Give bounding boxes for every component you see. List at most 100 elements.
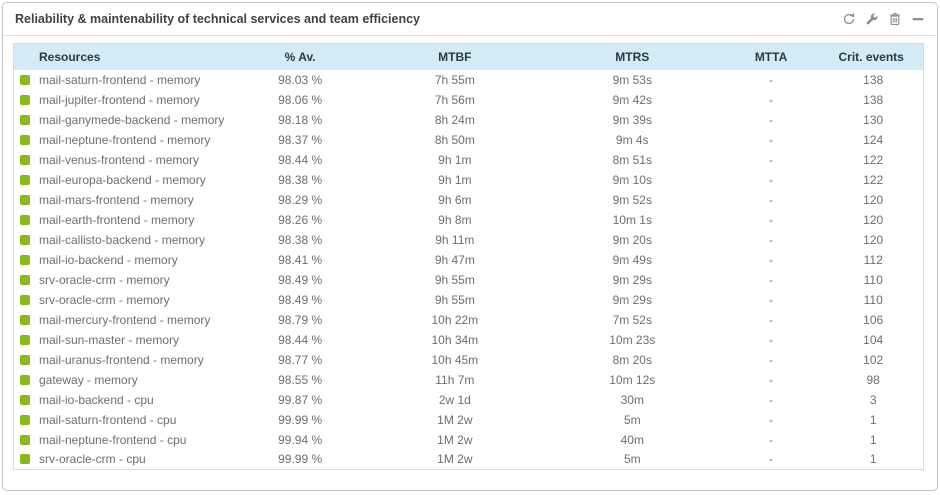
table-row[interactable]: mail-saturn-frontend - memory 98.03 % 7h 5… [14,70,924,90]
column-header-mtta[interactable]: MTTA [718,43,824,70]
crit-events-cell: 138 [863,92,884,107]
mtrs-cell: 9m 20s [612,232,652,247]
column-header-mtbf[interactable]: MTBF [363,43,546,70]
status-ok-icon [20,74,30,85]
crit-events-cell: 1 [869,412,877,427]
availability-cell: 98.44 % [278,152,323,167]
status-ok-icon [20,194,30,205]
mtrs-cell: 9m 52s [612,192,652,207]
refresh-icon[interactable] [842,12,856,26]
mtrs-cell: 9m 29s [612,292,652,307]
crit-events-cell: 110 [863,292,883,307]
resource-name: mail-mercury-frontend - memory [39,312,211,327]
resource-cell: mail-io-backend - cpu [14,390,237,410]
resource-cell: mail-neptune-frontend - cpu [14,430,237,450]
status-ok-icon [20,414,30,425]
resource-name: mail-saturn-frontend - memory [39,72,201,87]
mtta-cell: - [769,192,774,207]
status-ok-icon [20,154,30,165]
availability-cell: 98.44 % [278,332,323,347]
mtrs-cell: 8m 51s [612,152,652,167]
table-row[interactable]: mail-neptune-frontend - cpu 99.94 % 1M 2w 4… [14,430,924,450]
mtbf-cell: 9h 1m [438,172,472,187]
mtrs-cell: 9m 42s [612,92,652,107]
resource-cell: mail-io-backend - memory [14,250,237,270]
resource-cell: mail-sun-master - memory [14,330,237,350]
table-row[interactable]: srv-oracle-crm - memory 98.49 % 9h 55m 9m 2… [14,270,924,290]
collapse-icon[interactable] [911,12,925,26]
resource-name: mail-neptune-frontend - cpu [39,432,187,447]
resource-name: mail-venus-frontend - memory [39,152,200,167]
status-ok-icon [20,274,30,285]
mtta-cell: - [769,252,774,267]
wrench-icon[interactable] [865,12,879,26]
table-row[interactable]: srv-oracle-crm - cpu 99.99 % 1M 2w 5m - 1 [14,450,924,470]
status-ok-icon [20,174,30,185]
table-row[interactable]: mail-sun-master - memory 98.44 % 10h 34m 10… [14,330,924,350]
table-row[interactable]: mail-callisto-backend - memory 98.38 % 9h … [14,230,924,250]
table-row[interactable]: mail-io-backend - cpu 99.87 % 2w 1d 30m - 3 [14,390,924,410]
resource-name: srv-oracle-crm - memory [39,292,170,307]
status-ok-icon [20,214,30,225]
mtrs-cell: 8m 20s [612,352,652,367]
table-row[interactable]: mail-uranus-frontend - memory 98.77 % 10h … [14,350,924,370]
availability-cell: 98.77 % [278,352,323,367]
crit-events-cell: 110 [863,272,883,287]
table-row[interactable]: gateway - memory 98.55 % 11h 7m 10m 12s - 98 [14,370,924,390]
table-row[interactable]: mail-neptune-frontend - memory 98.37 % 8h … [14,130,924,150]
table-row[interactable]: mail-venus-frontend - memory 98.44 % 9h 1m… [14,150,924,170]
status-ok-icon [20,294,30,305]
column-header-resources[interactable]: Resources [13,43,237,70]
resource-name: gateway - memory [39,372,138,387]
resource-name: mail-earth-frontend - memory [39,212,195,227]
availability-cell: 98.38 % [278,172,323,187]
table-row[interactable]: mail-earth-frontend - memory 98.26 % 9h 8m… [14,210,924,230]
resource-name: mail-neptune-frontend - memory [39,132,211,147]
trash-icon[interactable] [888,12,902,26]
availability-cell: 98.49 % [278,292,323,307]
table-body: mail-saturn-frontend - memory 98.03 % 7h 5… [14,70,924,470]
resource-name: mail-uranus-frontend - memory [39,352,204,367]
crit-events-cell: 124 [863,132,884,147]
mtrs-cell: 10m 1s [612,212,652,227]
table-row[interactable]: mail-ganymede-backend - memory 98.18 % 8h … [14,110,924,130]
column-header-crit-events[interactable]: Crit. events [823,43,924,70]
availability-cell: 98.26 % [278,212,323,227]
mtta-cell: - [769,92,774,107]
mtbf-cell: 1M 2w [437,432,473,447]
mtrs-cell: 7m 52s [612,312,652,327]
column-header-mtrs[interactable]: MTRS [545,43,719,70]
column-header-availability[interactable]: % Av. [236,43,364,70]
mtta-cell: - [769,72,774,87]
availability-cell: 99.99 % [278,412,323,427]
resource-cell: gateway - memory [14,370,237,390]
availability-cell: 98.03 % [278,72,323,87]
table-row[interactable]: mail-mars-frontend - memory 98.29 % 9h 6m 9… [14,190,924,210]
mtta-cell: - [769,292,774,307]
table-row[interactable]: mail-mercury-frontend - memory 98.79 % 10h… [14,310,924,330]
status-ok-icon [20,334,30,345]
resource-cell: mail-neptune-frontend - memory [14,130,237,150]
status-ok-icon [20,314,30,325]
table-row[interactable]: mail-io-backend - memory 98.41 % 9h 47m 9m … [14,250,924,270]
availability-cell: 98.38 % [278,232,323,247]
mtbf-cell: 9h 55m [434,292,475,307]
mtbf-cell: 8h 24m [434,112,475,127]
status-ok-icon [20,354,30,365]
mtrs-cell: 9m 4s [615,132,649,147]
widget-title: Reliability & maintenability of technica… [15,12,421,26]
mtbf-cell: 11h 7m [435,372,475,387]
mtbf-cell: 9h 1m [438,152,472,167]
table-row[interactable]: srv-oracle-crm - memory 98.49 % 9h 55m 9m 2… [14,290,924,310]
resource-cell: mail-uranus-frontend - memory [14,350,237,370]
crit-events-cell: 3 [869,392,877,407]
mtta-cell: - [769,372,774,387]
table-row[interactable]: mail-saturn-frontend - cpu 99.99 % 1M 2w 5m… [14,410,924,430]
table-row[interactable]: mail-jupiter-frontend - memory 98.06 % 7h … [14,90,924,110]
status-ok-icon [20,94,30,105]
crit-events-cell: 112 [863,252,883,267]
crit-events-cell: 122 [863,172,884,187]
resource-name: mail-ganymede-backend - memory [39,112,225,127]
table-row[interactable]: mail-europa-backend - memory 98.38 % 9h 1m… [14,170,924,190]
resource-cell: mail-saturn-frontend - memory [14,70,237,90]
